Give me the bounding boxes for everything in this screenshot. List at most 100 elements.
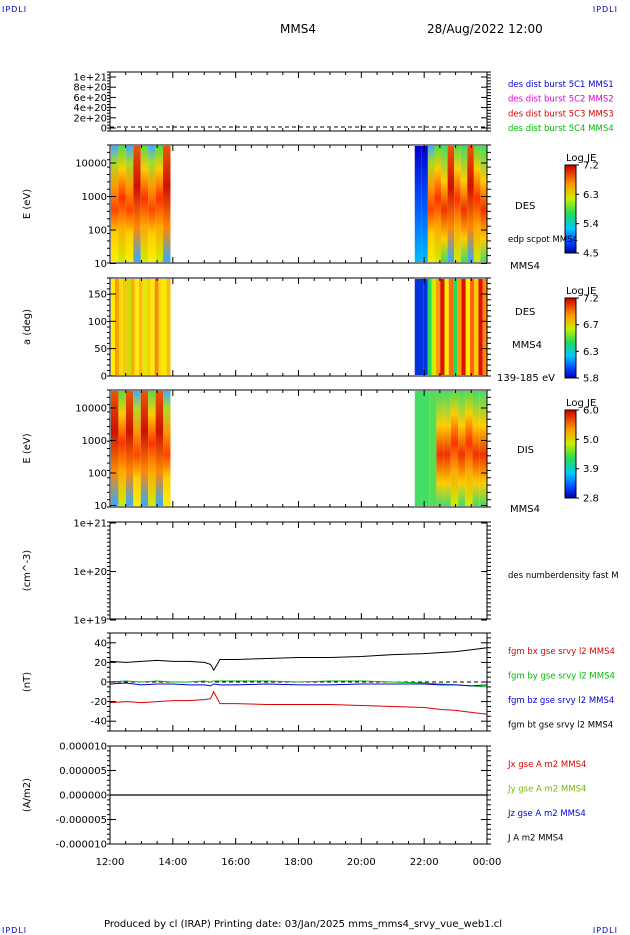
p3-spectrum-block-4	[126, 279, 131, 375]
p4-colorbar	[564, 409, 577, 499]
p2-label-sc: MMS4	[510, 261, 540, 272]
p3-spectrum-block-4	[431, 279, 436, 375]
p1-legend-0: des dist burst 5C1 MMS1	[508, 80, 614, 90]
p4-spectrum-block-9	[479, 391, 487, 506]
p7-tick-2: 0.000000	[59, 791, 107, 802]
p2-spectrum-block-0	[111, 146, 119, 262]
p2-cbar-tick-0: 7.2	[583, 161, 599, 172]
p4-label-sc: MMS4	[510, 504, 540, 515]
p7-tick-3: -0.000005	[56, 815, 107, 826]
p2-tick-0: 10000	[75, 159, 107, 170]
time-tick-4: 20:00	[347, 857, 376, 868]
p3-spectrum-block-14	[166, 279, 171, 375]
time-tick-6: 00:00	[473, 857, 502, 868]
p3-spectrum-block-3	[122, 279, 127, 375]
p2-spectrum-block-7	[460, 146, 468, 262]
p6-tick-0: 40	[94, 638, 107, 649]
p3-spectrum-block-13	[469, 279, 475, 375]
p4-spectrum-block-5	[148, 391, 156, 506]
p4-label-dis: DIS	[517, 445, 534, 456]
p2-colorbar	[564, 164, 577, 254]
p3-spectrum-block-7	[444, 279, 449, 375]
p4-spectrum-block-5	[450, 391, 459, 506]
p4-spectrum-block-7	[163, 391, 171, 506]
corner-label-left: IPDLI	[2, 5, 28, 14]
p7-legend-1: Jy gse A m2 MMS4	[507, 785, 586, 795]
p5-ylabel: (cm^-3)	[22, 550, 33, 591]
p4-spectrum-block-3	[436, 391, 444, 506]
p4-spectrum-block-0	[111, 391, 119, 506]
p5-legend: des numberdensity fast M	[508, 571, 619, 581]
p3-spectrum-block-9	[146, 279, 151, 375]
time-tick-3: 18:00	[284, 857, 313, 868]
p1-tick-5: 0	[101, 124, 107, 135]
time-tick-1: 14:00	[158, 857, 187, 868]
p3-tick-3: 0	[101, 371, 107, 382]
p1-tick-2: 6e+20	[73, 93, 107, 104]
p2-spectrum-block-5	[447, 146, 455, 262]
p4-cbar-tick-1: 5.0	[583, 435, 599, 446]
p1-tick-4: 2e+20	[73, 113, 107, 124]
p4-cbar-tick-0: 6.0	[583, 406, 599, 417]
time-tick-5: 22:00	[410, 857, 439, 868]
p2-label-scpot: edp scpot MMS4	[508, 235, 578, 245]
p4-spectrum-block-2	[429, 391, 437, 506]
p3-spectrum-block-2	[118, 279, 123, 375]
p2-spectrum-block-2	[125, 146, 134, 262]
p3-cbar-title: Log JE	[566, 286, 596, 297]
p2-spectrum-block-3	[133, 146, 141, 262]
footer-corner-right: IPDLI	[592, 926, 618, 935]
p3-spectrum-block-6	[134, 279, 139, 375]
p4-tick-2: 100	[88, 469, 107, 480]
p3-spectrum-block-5	[435, 279, 441, 375]
p3-spectrum-block-15	[478, 279, 483, 375]
corner-label-right: IPDLI	[592, 5, 618, 14]
p2-spectrum-block-10	[480, 146, 487, 262]
p3-ylabel: a (deg)	[22, 309, 33, 345]
p3-spectrum-block-14	[474, 279, 479, 375]
p6-tick-3: -20	[91, 697, 107, 708]
p3-colorbar	[564, 297, 577, 379]
p4-spectrum-block-3	[133, 391, 141, 506]
p4-tick-1: 1000	[82, 436, 107, 447]
p4-cbar-title: Log JE	[566, 398, 596, 409]
p2-spectrum-block-2	[427, 146, 435, 262]
p3-spectrum-block-1	[114, 279, 119, 375]
p2-spectrum-block-1	[421, 146, 428, 262]
p3-label-energy: 139-185 eV	[497, 373, 555, 384]
p3-spectrum-block-13	[162, 279, 167, 375]
datetime-title: 28/Aug/2022 12:00	[427, 22, 543, 36]
p5-frame	[109, 521, 488, 620]
p5-tick-0: 1e+21	[73, 519, 107, 530]
p3-spectrum-block-8	[142, 279, 147, 375]
p7-ylabel: (A/m2)	[22, 778, 33, 812]
p6-tick-2: 0	[101, 678, 107, 689]
p6-series-3	[109, 647, 488, 672]
p2-spectrum-block-7	[163, 146, 171, 262]
p3-spectrum-block-0	[414, 279, 419, 375]
p2-tick-1: 1000	[82, 192, 107, 203]
p1-tick-0: 1e+21	[73, 73, 107, 84]
p4-cbar-tick-3: 2.8	[583, 494, 599, 505]
p4-spectrum-block-8	[472, 391, 480, 506]
p5-tick-2: 1e+19	[73, 616, 107, 627]
p4-ylabel: E (eV)	[22, 433, 33, 463]
p5-tick-1: 1e+20	[73, 567, 107, 578]
p3-cbar-tick-0: 7.2	[583, 294, 599, 305]
p4-spectrum-block-4	[140, 391, 149, 506]
p1-legend-3: des dist burst 5C4 MMS4	[508, 124, 614, 134]
p3-spectrum-block-3	[427, 279, 432, 375]
p4-cbar-tick-2: 3.9	[583, 464, 599, 475]
p2-spectrum-block-0	[414, 146, 422, 262]
p4-spectrum-block-7	[465, 391, 473, 506]
p7-tick-4: -0.000010	[56, 840, 107, 851]
p3-spectrum-block-8	[448, 279, 453, 375]
p4-spectrum-block-0	[414, 391, 422, 506]
p6-series-1	[109, 680, 488, 688]
p6-legend-0: fgm bx gse srvy l2 MMS4	[508, 647, 615, 657]
p3-spectrum-block-6	[440, 279, 445, 375]
p2-spectrum-block-4	[140, 146, 149, 262]
p4-spectrum-block-2	[125, 391, 134, 506]
p3-spectrum-block-12	[158, 279, 163, 375]
p3-cbar-tick-1: 6.7	[583, 320, 599, 331]
